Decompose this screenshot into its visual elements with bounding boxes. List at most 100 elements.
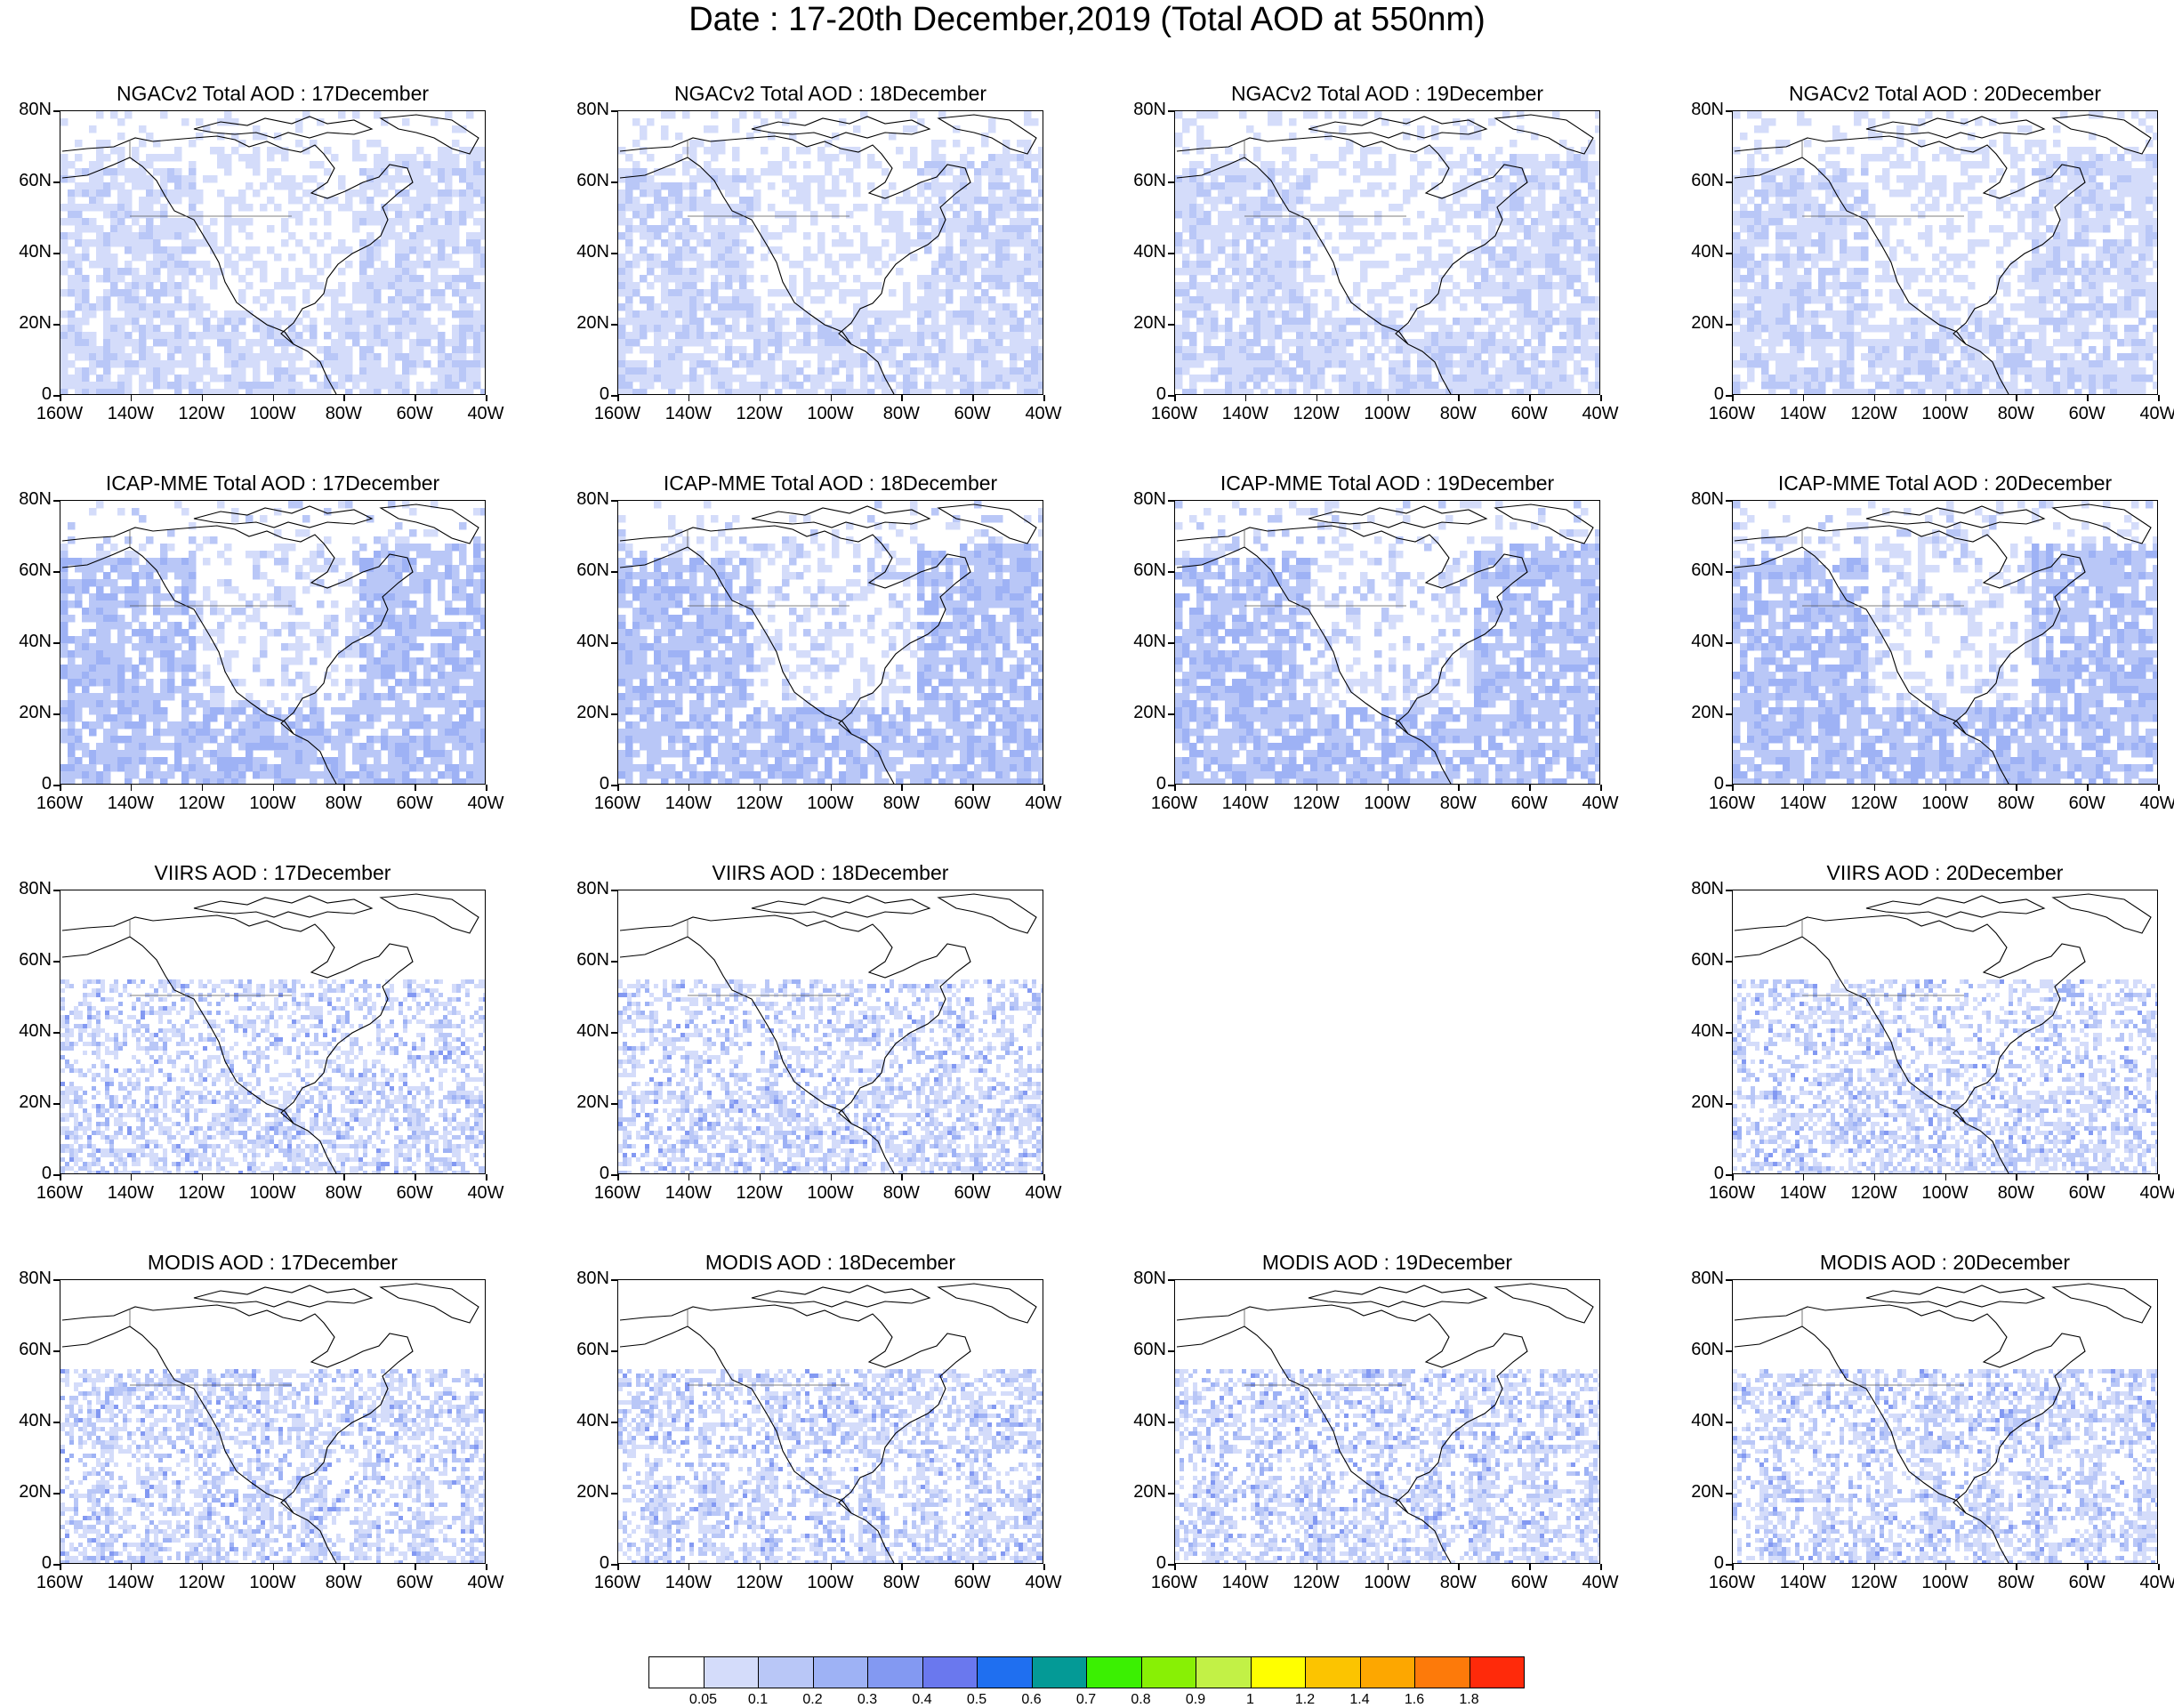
aod-field bbox=[618, 1280, 1043, 1563]
lon-tick bbox=[1316, 395, 1318, 401]
lat-tick-label: 0 bbox=[1678, 1553, 1724, 1574]
lat-tick bbox=[611, 890, 617, 891]
lat-tick bbox=[1726, 1422, 1732, 1423]
lon-tick-label: 140W bbox=[653, 1573, 724, 1593]
lon-tick-label: 140W bbox=[1767, 404, 1839, 424]
lon-tick bbox=[273, 785, 275, 791]
lon-tick bbox=[131, 785, 133, 791]
arctic-islands bbox=[1866, 894, 2151, 933]
lat-tick bbox=[1726, 961, 1732, 963]
lat-tick-label: 0 bbox=[5, 1553, 52, 1574]
colorbar-swatch bbox=[977, 1656, 1033, 1688]
figure-title: Date : 17-20th December,2019 (Total AOD … bbox=[0, 0, 2174, 43]
lon-tick-label: 80W bbox=[308, 794, 379, 814]
lon-tick bbox=[1174, 785, 1176, 791]
lon-tick-label: 80W bbox=[866, 794, 937, 814]
lon-tick-label: 100W bbox=[1352, 404, 1423, 424]
lon-tick-label: 160W bbox=[1139, 794, 1210, 814]
lon-tick-label: 120W bbox=[166, 794, 238, 814]
map-plot-area bbox=[1174, 1279, 1600, 1564]
lat-tick bbox=[1168, 500, 1174, 502]
colorbar-label: 1.2 bbox=[1278, 1692, 1332, 1708]
lat-tick-label: 40N bbox=[563, 1021, 609, 1042]
lon-tick bbox=[688, 1564, 690, 1570]
lon-tick-label: 120W bbox=[724, 1573, 795, 1593]
lon-tick-label: 160W bbox=[1696, 794, 1767, 814]
lon-tick-label: 120W bbox=[724, 1183, 795, 1204]
lon-tick-label: 120W bbox=[1281, 404, 1352, 424]
panel-title: ICAP-MME Total AOD : 20December bbox=[1732, 471, 2158, 495]
lon-tick-label: 100W bbox=[1910, 404, 1981, 424]
lon-tick bbox=[831, 395, 833, 401]
colorbar-label: 0.6 bbox=[1005, 1692, 1059, 1708]
lon-tick bbox=[1732, 1174, 1734, 1180]
colorbar-swatch bbox=[1251, 1656, 1307, 1688]
lon-tick-label: 40W bbox=[450, 404, 521, 424]
aod-field bbox=[1733, 1280, 2157, 1563]
aod-field bbox=[60, 111, 485, 394]
lon-tick-label: 80W bbox=[308, 404, 379, 424]
lat-tick-label: 80N bbox=[1120, 100, 1166, 120]
lat-tick-label: 40N bbox=[1678, 1021, 1724, 1042]
panel-title: VIIRS AOD : 18December bbox=[617, 861, 1043, 884]
lat-tick bbox=[53, 890, 60, 891]
lat-tick-label: 60N bbox=[1678, 950, 1724, 971]
lon-tick bbox=[1945, 785, 1947, 791]
lon-tick-label: 80W bbox=[866, 404, 937, 424]
lon-tick-label: 120W bbox=[1839, 1573, 1910, 1593]
lon-tick bbox=[972, 1174, 974, 1180]
lon-tick bbox=[831, 1174, 833, 1180]
panel-title: NGACv2 Total AOD : 20December bbox=[1732, 82, 2158, 105]
lat-tick-label: 80N bbox=[563, 100, 609, 120]
lat-tick bbox=[53, 642, 60, 644]
lon-tick-label: 60W bbox=[379, 1183, 450, 1204]
lat-tick-label: 0 bbox=[1120, 384, 1166, 405]
lat-tick-label: 20N bbox=[563, 313, 609, 334]
lon-tick bbox=[1945, 1564, 1947, 1570]
lat-tick bbox=[611, 253, 617, 254]
lat-tick-label: 80N bbox=[5, 100, 52, 120]
lon-tick bbox=[202, 1174, 204, 1180]
lon-tick-label: 80W bbox=[866, 1183, 937, 1204]
lon-tick-label: 120W bbox=[166, 1183, 238, 1204]
lat-tick bbox=[1168, 642, 1174, 644]
lon-tick-label: 120W bbox=[166, 1573, 238, 1593]
lon-tick bbox=[2016, 1564, 2017, 1570]
lat-tick bbox=[53, 253, 60, 254]
lon-tick bbox=[2016, 395, 2017, 401]
lon-tick bbox=[1874, 1564, 1876, 1570]
lon-tick-label: 140W bbox=[95, 1183, 166, 1204]
lon-tick bbox=[1600, 1564, 1602, 1570]
lat-tick-label: 40N bbox=[1678, 1411, 1724, 1431]
lon-tick-label: 160W bbox=[582, 794, 653, 814]
colorbar-swatch bbox=[1196, 1656, 1252, 1688]
lat-tick-label: 80N bbox=[563, 879, 609, 899]
colorbar-swatch bbox=[1414, 1656, 1470, 1688]
lon-tick bbox=[343, 785, 345, 791]
lon-tick-label: 80W bbox=[1980, 1573, 2051, 1593]
lat-tick-label: 40N bbox=[1120, 1411, 1166, 1431]
lon-tick-label: 80W bbox=[308, 1573, 379, 1593]
lon-tick bbox=[1245, 785, 1247, 791]
lat-tick bbox=[1168, 571, 1174, 573]
lat-tick-label: 80N bbox=[5, 1269, 52, 1289]
lon-tick-label: 160W bbox=[24, 1183, 95, 1204]
lat-tick-label: 40N bbox=[1678, 632, 1724, 652]
arctic-islands bbox=[194, 894, 479, 933]
lon-tick-label: 80W bbox=[1980, 404, 2051, 424]
lat-tick bbox=[611, 110, 617, 112]
lat-tick bbox=[611, 1493, 617, 1494]
colorbar-swatch bbox=[813, 1656, 869, 1688]
lat-tick bbox=[1726, 571, 1732, 573]
lon-tick bbox=[131, 395, 133, 401]
lat-tick bbox=[53, 1422, 60, 1423]
lon-tick bbox=[1945, 1174, 1947, 1180]
lat-tick bbox=[53, 324, 60, 326]
lon-tick-label: 80W bbox=[1422, 1573, 1494, 1593]
colorbar-label: 0.05 bbox=[677, 1692, 730, 1708]
lon-tick bbox=[1316, 785, 1318, 791]
lat-tick-label: 40N bbox=[5, 632, 52, 652]
lat-tick bbox=[1726, 890, 1732, 891]
lon-tick bbox=[2087, 1174, 2089, 1180]
lon-tick bbox=[60, 1174, 61, 1180]
